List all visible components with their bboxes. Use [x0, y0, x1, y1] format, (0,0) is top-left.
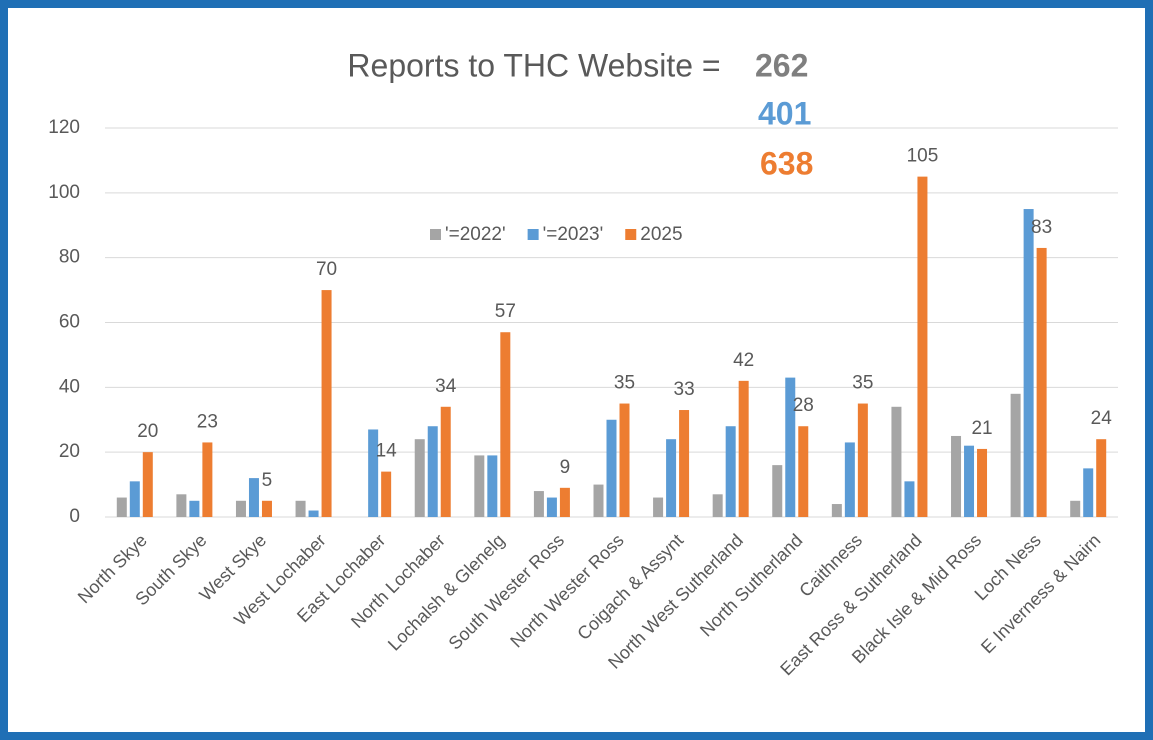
bar [533, 491, 544, 517]
bar [798, 426, 809, 517]
bar [1083, 468, 1094, 517]
data-label: 20 [137, 421, 158, 442]
bar [248, 478, 259, 517]
legend-label: '=2022' [445, 224, 506, 245]
bar [142, 452, 153, 517]
bar [381, 471, 392, 517]
data-label: 57 [495, 301, 516, 322]
data-label: 14 [376, 441, 398, 462]
data-label: 21 [971, 418, 992, 439]
bar [414, 439, 425, 517]
y-tick-label: 0 [69, 506, 80, 527]
bar [500, 332, 511, 517]
total-2025: 638 [760, 145, 813, 181]
data-label: 23 [197, 411, 218, 432]
y-tick-label: 100 [48, 182, 80, 203]
bar [559, 487, 570, 517]
data-label: 5 [262, 470, 273, 491]
bar [261, 500, 272, 517]
data-label: 34 [435, 376, 457, 397]
bar [725, 426, 736, 517]
data-label: 33 [674, 379, 695, 400]
bar [738, 380, 749, 517]
y-tick-label: 120 [48, 117, 80, 138]
legend-swatch [625, 229, 637, 240]
bar [917, 176, 928, 517]
bar [1036, 247, 1047, 518]
data-label: 9 [560, 457, 571, 478]
bar [546, 497, 557, 517]
legend-label: '=2023' [543, 224, 604, 245]
bar [1023, 209, 1034, 517]
bar [308, 510, 319, 517]
bar [202, 442, 213, 517]
bar [1070, 500, 1081, 517]
legend-swatch [527, 229, 539, 240]
bar [653, 497, 664, 517]
bar [235, 500, 246, 517]
data-label: 70 [316, 259, 337, 280]
bar [857, 403, 868, 517]
y-tick-label: 20 [59, 441, 80, 462]
bar [129, 481, 140, 517]
bar [1096, 439, 1107, 517]
legend-label: 2025 [640, 224, 682, 245]
bar [977, 448, 988, 517]
data-label: 105 [907, 146, 939, 167]
bar [904, 481, 915, 517]
total-2022: 262 [755, 47, 808, 83]
bar [619, 403, 630, 517]
legend-swatch [430, 229, 441, 240]
bar [189, 500, 200, 517]
chart-title: Reports to THC Website = [347, 47, 720, 83]
y-tick-label: 80 [59, 247, 80, 268]
y-tick-label: 40 [59, 376, 80, 397]
bar [679, 410, 690, 517]
bar [440, 406, 451, 517]
bar [831, 504, 842, 517]
bar [666, 439, 677, 517]
data-label: 35 [852, 373, 873, 394]
bar [891, 406, 902, 517]
bar [176, 494, 187, 517]
bar [593, 484, 604, 517]
bar [844, 442, 855, 517]
bar [951, 435, 962, 517]
bar [785, 377, 796, 517]
data-label: 42 [733, 350, 754, 371]
bar [321, 290, 332, 517]
data-label: 83 [1031, 217, 1052, 238]
bar [368, 429, 379, 517]
bar [474, 455, 485, 517]
bar [487, 455, 498, 517]
bar [116, 497, 127, 517]
data-label: 24 [1091, 408, 1113, 429]
bar [606, 419, 617, 517]
bar [712, 494, 723, 517]
bar [1010, 393, 1021, 517]
bar [295, 500, 306, 517]
data-label: 28 [793, 395, 814, 416]
data-label: 35 [614, 373, 635, 394]
total-2023: 401 [758, 95, 811, 131]
bar [964, 445, 975, 517]
bar [772, 465, 783, 517]
y-tick-label: 60 [59, 312, 80, 333]
bar [427, 426, 438, 517]
